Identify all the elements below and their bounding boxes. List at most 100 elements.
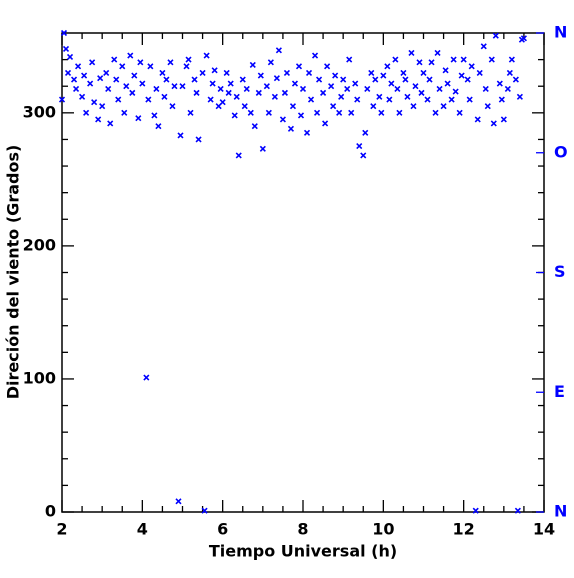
- data-point: [434, 49, 441, 57]
- data-point: [64, 69, 72, 76]
- data-point: [512, 76, 519, 83]
- plot-frame: [61, 32, 545, 513]
- data-point: [305, 69, 313, 76]
- data-point: [145, 96, 152, 103]
- data-point: [62, 45, 70, 53]
- data-point: [185, 56, 192, 63]
- y-axis-label: Direción del viento (Grados): [4, 145, 23, 400]
- data-point: [336, 109, 343, 116]
- data-point: [279, 116, 286, 123]
- data-point: [368, 69, 375, 76]
- data-point: [97, 75, 104, 82]
- y-tick-label: 0: [45, 502, 56, 521]
- data-point: [255, 89, 262, 96]
- data-point: [482, 85, 489, 92]
- data-point: [450, 56, 457, 63]
- data-point: [131, 72, 138, 79]
- data-point: [123, 83, 130, 90]
- data-point: [81, 72, 88, 79]
- x-tick-label: 8: [297, 520, 308, 539]
- data-point: [265, 109, 272, 116]
- data-point: [139, 80, 146, 87]
- data-point: [428, 59, 435, 66]
- data-point: [400, 69, 407, 76]
- data-point: [362, 129, 369, 136]
- data-point: [177, 132, 184, 139]
- data-point: [289, 103, 297, 110]
- data-point: [175, 498, 182, 505]
- data-point: [183, 63, 190, 70]
- data-point: [179, 83, 186, 90]
- x-axis-label: Tiempo Universal (h): [209, 542, 397, 561]
- data-point: [273, 75, 280, 82]
- data-point: [466, 96, 473, 103]
- data-point: [199, 69, 206, 76]
- data-point: [364, 85, 371, 92]
- data-point: [340, 76, 347, 83]
- data-point: [460, 56, 467, 63]
- data-point: [448, 96, 455, 103]
- data-point: [171, 83, 178, 90]
- data-point: [297, 112, 305, 119]
- data-point: [386, 96, 393, 103]
- x-tick-label: 10: [372, 520, 394, 539]
- data-point: [394, 85, 401, 92]
- data-point: [209, 80, 216, 87]
- data-point: [121, 109, 128, 116]
- data-point: [227, 80, 234, 87]
- data-point: [380, 72, 387, 79]
- data-point: [416, 59, 423, 66]
- data-point: [480, 43, 487, 50]
- data-point: [275, 47, 282, 54]
- data-point: [316, 76, 323, 83]
- data-point: [464, 76, 471, 83]
- data-point: [111, 56, 118, 63]
- y2-tick-label: S: [554, 262, 566, 281]
- data-point: [311, 52, 319, 59]
- data-point: [247, 109, 254, 116]
- data-point: [143, 374, 150, 381]
- data-point: [452, 88, 459, 95]
- data-point: [338, 93, 345, 100]
- data-point: [287, 125, 295, 132]
- data-point: [410, 103, 417, 110]
- data-point: [440, 103, 447, 110]
- data-point: [95, 116, 102, 123]
- data-point: [239, 76, 246, 83]
- data-point: [330, 103, 337, 110]
- data-point: [91, 99, 98, 106]
- data-point: [516, 93, 523, 100]
- data-point: [129, 89, 136, 96]
- data-point: [484, 103, 491, 110]
- data-point: [151, 112, 158, 119]
- data-point: [418, 89, 425, 96]
- data-point: [259, 145, 266, 152]
- data-point: [263, 83, 270, 90]
- x-tick-label: 2: [56, 520, 67, 539]
- data-point: [498, 96, 505, 103]
- data-point: [89, 59, 96, 66]
- data-point: [426, 76, 433, 83]
- data-point: [408, 49, 415, 57]
- data-point: [103, 69, 110, 76]
- data-point: [107, 120, 114, 127]
- data-point: [161, 93, 168, 100]
- data-point: [476, 69, 483, 76]
- data-point: [119, 63, 126, 70]
- data-point: [249, 61, 256, 68]
- data-point: [223, 69, 230, 76]
- data-point: [70, 76, 78, 83]
- data-point: [388, 80, 395, 87]
- data-point: [267, 59, 274, 66]
- data-point: [135, 115, 142, 122]
- data-point: [60, 29, 68, 37]
- data-point: [420, 69, 427, 76]
- data-point: [514, 507, 521, 514]
- data-point: [346, 56, 353, 63]
- y-tick-label: 300: [23, 102, 56, 121]
- data-point: [376, 93, 383, 100]
- data-point: [113, 76, 120, 83]
- data-point: [444, 80, 451, 87]
- data-point: [295, 63, 303, 70]
